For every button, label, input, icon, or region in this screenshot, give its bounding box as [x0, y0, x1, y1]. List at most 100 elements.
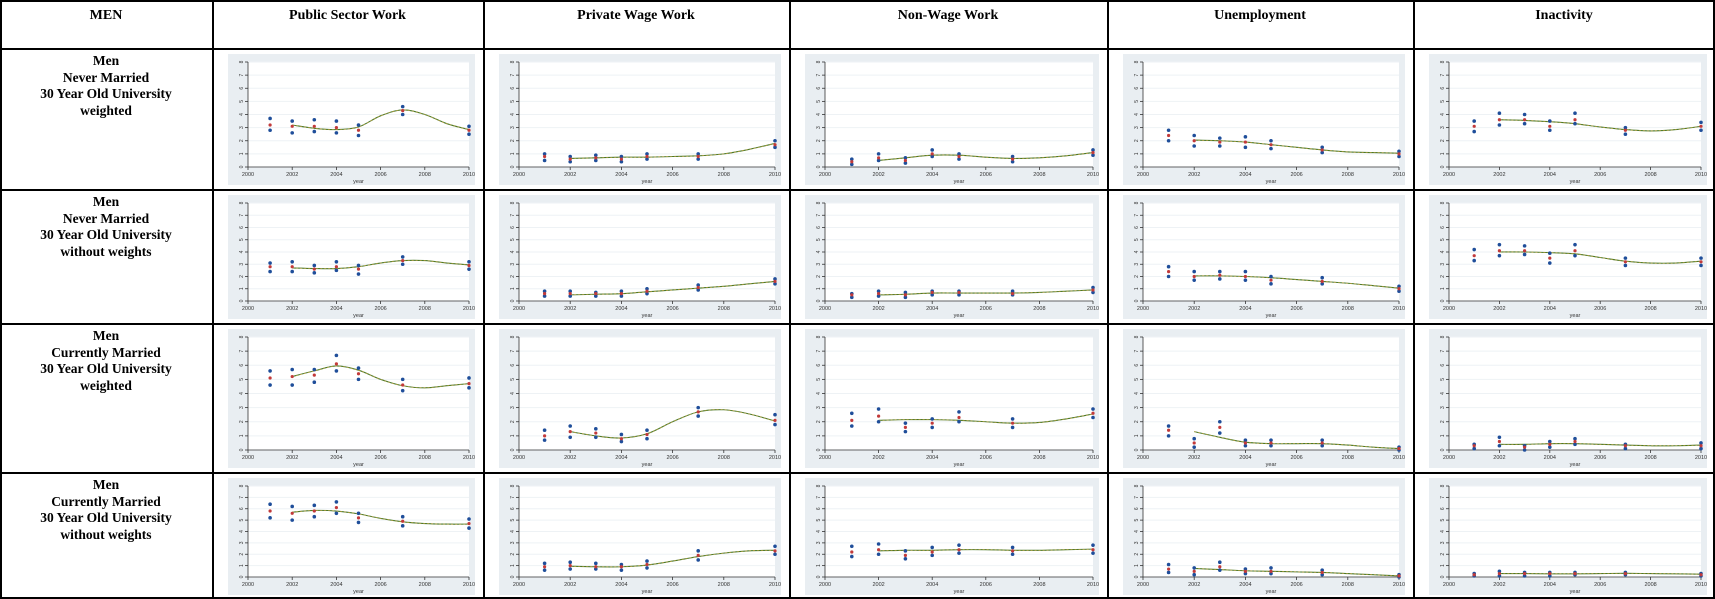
x-tick-label: 2004	[1544, 582, 1556, 588]
row-label-line: Currently Married	[51, 344, 161, 360]
x-tick-label: 2008	[718, 455, 730, 461]
x-axis-label: year	[1266, 313, 1277, 319]
y-tick-label: 2	[239, 139, 245, 142]
ci-lower-marker	[876, 419, 881, 424]
row-label-line: Never Married	[62, 69, 150, 85]
point-estimate	[312, 373, 316, 377]
y-tick-label: 8	[1440, 60, 1446, 63]
y-tick-label: 4	[510, 250, 516, 253]
ci-upper-marker	[1269, 566, 1273, 570]
ci-lower-marker	[1522, 252, 1527, 257]
ci-lower-marker	[467, 267, 471, 271]
y-tick-label: 6	[239, 507, 245, 510]
ci-upper-marker	[268, 261, 272, 265]
ci-upper-marker	[903, 549, 908, 553]
header-corner: MEN	[89, 8, 123, 23]
ci-lower-marker	[1010, 425, 1015, 430]
y-tick-label: 0	[239, 299, 245, 302]
ci-lower-marker	[1243, 443, 1248, 448]
y-tick-label: 7	[816, 350, 822, 353]
ci-upper-marker	[1269, 138, 1273, 143]
ci-upper-marker	[312, 117, 317, 122]
x-tick-label: 2008	[1033, 455, 1045, 461]
point-estimate	[903, 158, 907, 163]
chart-svg: 0 1 2 3 4 5 6 7 8 2000 2002 2004 2006 2008 2010 year	[1123, 54, 1405, 185]
x-tick-label: 2008	[1644, 306, 1656, 312]
ci-lower-marker	[1166, 570, 1171, 575]
point-estimate	[1091, 150, 1095, 155]
ci-lower-marker	[1522, 121, 1527, 126]
ci-lower-marker	[568, 435, 572, 440]
ci-lower-marker	[1218, 431, 1222, 435]
ci-upper-marker	[645, 152, 649, 156]
x-tick-label: 2002	[286, 455, 298, 461]
y-tick-label: 0	[816, 165, 822, 168]
point-estimate	[1623, 444, 1627, 448]
ci-lower-marker	[903, 295, 908, 300]
point-estimate	[1320, 279, 1324, 283]
x-tick-label: 2010	[463, 172, 475, 178]
x-tick-label: 2006	[666, 455, 678, 461]
ci-lower-marker	[619, 294, 624, 298]
y-tick-label: 2	[816, 420, 822, 423]
y-tick-label: 5	[1134, 378, 1140, 381]
chart-panel: 0 1 2 3 4 5 6 7 8 2000 2002 2004 2006 2008 2010 year	[1429, 478, 1707, 595]
x-tick-label: 2000	[242, 455, 254, 461]
ci-upper-marker	[334, 260, 339, 264]
column-header: Public Sector Work	[289, 8, 406, 23]
ci-lower-marker	[619, 159, 624, 164]
ci-upper-marker	[645, 428, 649, 433]
point-estimate	[930, 550, 934, 554]
ci-lower-marker	[1166, 138, 1171, 143]
ci-lower-marker	[1522, 574, 1527, 578]
point-estimate	[1573, 118, 1577, 122]
y-tick-label: 2	[1134, 139, 1140, 142]
y-tick-label: 1	[239, 287, 245, 290]
x-tick-label: 2010	[1393, 172, 1405, 178]
ci-upper-marker	[268, 502, 272, 506]
ci-upper-marker	[1243, 135, 1248, 139]
ci-upper-marker	[1573, 111, 1577, 115]
x-tick-label: 2008	[1033, 582, 1045, 588]
y-tick-label: 3	[1440, 126, 1446, 129]
ci-lower-marker	[1243, 278, 1248, 282]
chart-panel: 0 1 2 3 4 5 6 7 8 2000 2002 2004 2006 2008 2010 year	[805, 54, 1099, 185]
point-estimate	[645, 154, 649, 159]
y-tick-label: 6	[1440, 364, 1446, 367]
y-tick-label: 6	[1440, 507, 1446, 510]
ci-lower-marker	[773, 282, 777, 286]
y-tick-label: 6	[1134, 226, 1140, 229]
y-tick-label: 4	[510, 530, 516, 533]
x-tick-label: 2006	[1290, 172, 1302, 178]
y-tick-label: 3	[1134, 406, 1140, 409]
x-tick-label: 2006	[374, 172, 386, 178]
point-estimate	[1699, 124, 1703, 128]
y-tick-label: 3	[239, 263, 245, 266]
x-tick-label: 2006	[1594, 306, 1606, 312]
fit-curve-dash	[570, 409, 776, 439]
x-tick-label: 2000	[513, 582, 525, 588]
ci-upper-marker	[568, 424, 572, 428]
ci-lower-marker	[1320, 443, 1324, 448]
row-label-line: without weights	[60, 243, 152, 259]
y-tick-label: 1	[816, 434, 822, 437]
ci-lower-marker	[1522, 448, 1527, 452]
ci-upper-marker	[568, 560, 572, 565]
point-estimate	[1011, 549, 1015, 553]
y-tick-label: 0	[1440, 575, 1446, 578]
x-tick-label: 2008	[419, 582, 431, 588]
ci-lower-marker	[1269, 146, 1273, 151]
point-estimate	[773, 549, 777, 553]
y-tick-label: 4	[239, 392, 245, 395]
y-tick-label: 4	[1134, 113, 1140, 116]
ci-upper-marker	[290, 119, 294, 123]
y-tick-label: 1	[1134, 434, 1140, 437]
x-tick-label: 2000	[819, 172, 831, 178]
y-tick-label: 4	[816, 113, 822, 116]
ci-upper-marker	[1243, 269, 1248, 274]
ci-lower-marker	[1623, 263, 1628, 268]
x-axis-label: year	[1266, 462, 1277, 468]
ci-lower-marker	[1091, 551, 1095, 555]
column-header: Unemployment	[1214, 8, 1306, 23]
x-tick-label: 2004	[926, 582, 938, 588]
